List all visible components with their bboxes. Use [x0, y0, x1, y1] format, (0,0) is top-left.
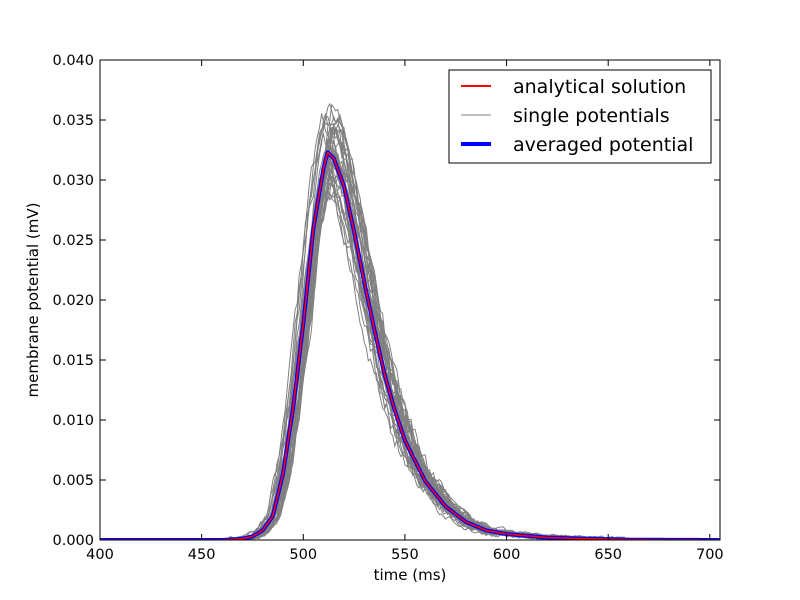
x-tick-label: 400 [86, 547, 114, 563]
single-potential-line [100, 126, 720, 540]
y-tick-label: 0.030 [52, 173, 94, 189]
y-tick-label: 0.025 [52, 233, 94, 249]
y-tick-label: 0.005 [52, 473, 94, 489]
legend-label: single potentials [513, 105, 670, 127]
x-tick-label: 550 [391, 547, 419, 563]
y-tick-label: 0.020 [52, 293, 94, 309]
y-tick-label: 0.035 [52, 113, 94, 129]
x-tick-label: 700 [696, 547, 724, 563]
single-potential-line [100, 116, 720, 540]
x-tick-label: 600 [493, 547, 521, 563]
single-potential-line [100, 156, 720, 540]
legend-label: analytical solution [513, 76, 686, 98]
y-tick-label: 0.010 [52, 413, 94, 429]
legend-box [448, 69, 712, 164]
y-tick-label: 0.040 [52, 53, 94, 69]
plot-lines [100, 102, 720, 540]
legend-label: averaged potential [513, 134, 693, 156]
y-axis-label: membrane potential (mV) [24, 203, 42, 398]
single-potential-line [100, 113, 720, 540]
single-potential-line [100, 188, 720, 540]
x-tick-label: 450 [188, 547, 216, 563]
x-axis-label: time (ms) [374, 566, 447, 584]
x-tick-label: 650 [594, 547, 622, 563]
x-tick-label: 500 [289, 547, 317, 563]
y-tick-label: 0.015 [52, 353, 94, 369]
axis-ticks: 400 450 500 550 600 650 700 0.000 0.005 0.010 0.01… [52, 53, 723, 563]
legend: analytical solution single potentials aver… [448, 69, 712, 164]
y-tick-label: 0.000 [52, 533, 94, 549]
single-potential-line [100, 103, 720, 540]
analytical-solution-line [100, 151, 720, 540]
single-potential-line [100, 173, 720, 540]
